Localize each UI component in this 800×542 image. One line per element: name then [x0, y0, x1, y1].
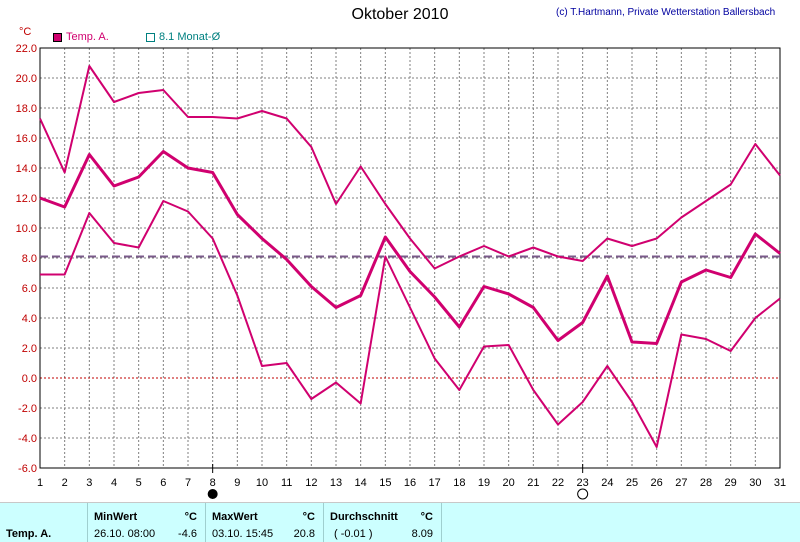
legend-label-mean: 8.1 Monat-Ø	[159, 31, 221, 43]
y-tick-label: 20.0	[16, 73, 37, 85]
x-tick-label: 9	[234, 477, 240, 489]
plot-frame	[39, 47, 781, 469]
stats-avg-cell: Durchschnitt °C ( -0.01 ) 8.09	[324, 503, 442, 542]
x-tick-label: 3	[86, 477, 92, 489]
legend-item-temp[interactable]: Temp. A.	[53, 31, 109, 43]
x-tick-label: 27	[675, 477, 687, 489]
copyright-text: (c) T.Hartmann, Private Wetterstation Ba…	[556, 7, 776, 18]
stats-max-cell: MaxWert °C 03.10. 15:45 20.8	[206, 503, 324, 542]
x-tick-label: 7	[185, 477, 191, 489]
max-header: MaxWert	[212, 511, 258, 523]
min-datetime: 26.10. 08:00	[94, 528, 156, 540]
axes: 22.020.018.016.014.012.010.08.06.04.02.0…	[16, 43, 787, 489]
grid	[40, 47, 781, 468]
moon-markers	[207, 464, 589, 500]
x-tick-label: 31	[774, 477, 786, 489]
legend-item-mean[interactable]: 8.1 Monat-Ø	[146, 31, 220, 43]
avg-delta: ( -0.01 )	[334, 528, 373, 540]
y-tick-label: 0.0	[22, 373, 37, 385]
x-tick-label: 26	[651, 477, 663, 489]
y-tick-label: 18.0	[16, 103, 37, 115]
y-tick-label: -6.0	[18, 463, 37, 475]
x-tick-label: 20	[503, 477, 515, 489]
max-unit: °C	[302, 511, 315, 523]
min-unit: °C	[184, 511, 197, 523]
x-tick-label: 23	[577, 477, 589, 489]
y-axis-unit: °C	[19, 26, 32, 38]
x-tick-label: 21	[527, 477, 539, 489]
max-datetime: 03.10. 15:45	[212, 528, 274, 540]
x-tick-label: 11	[281, 477, 292, 489]
stats-min-cell: MinWert °C 26.10. 08:00 -4.6	[88, 503, 206, 542]
x-tick-label: 2	[62, 477, 68, 489]
x-tick-label: 18	[453, 477, 465, 489]
x-tick-label: 8	[210, 477, 216, 489]
legend-swatch-mean	[146, 32, 155, 42]
x-tick-label: 30	[749, 477, 761, 489]
x-tick-label: 6	[160, 477, 166, 489]
x-tick-label: 16	[404, 477, 416, 489]
series-line-max	[39, 65, 781, 270]
y-tick-label: -4.0	[18, 433, 37, 445]
x-tick-label: 1	[37, 477, 43, 489]
y-tick-label: 6.0	[22, 283, 37, 295]
temperature-chart: 22.020.018.016.014.012.010.08.06.04.02.0…	[16, 43, 787, 500]
x-tick-label: 17	[429, 477, 441, 489]
stats-label-cell: Temp. A.	[0, 503, 88, 542]
x-tick-label: 4	[111, 477, 117, 489]
full-moon-marker	[577, 488, 589, 500]
y-tick-label: 2.0	[22, 343, 37, 355]
max-value: 20.8	[293, 528, 315, 540]
x-tick-label: 5	[136, 477, 142, 489]
legend-label-temp: Temp. A.	[66, 31, 109, 43]
statistics-panel: Temp. A. MinWert °C 26.10. 08:00 -4.6 Ma…	[0, 502, 800, 542]
series-line-min	[40, 200, 781, 448]
stats-row-label: Temp. A.	[6, 528, 52, 540]
min-header: MinWert	[94, 511, 138, 523]
x-tick-label: 22	[552, 477, 564, 489]
avg-value: 8.09	[411, 528, 433, 540]
min-value: -4.6	[178, 528, 197, 540]
x-tick-label: 13	[330, 477, 342, 489]
x-tick-label: 12	[305, 477, 317, 489]
x-tick-label: 19	[478, 477, 490, 489]
x-tick-label: 28	[700, 477, 712, 489]
x-tick-label: 14	[355, 477, 367, 489]
y-tick-label: 12.0	[16, 193, 37, 205]
series-line-temp-a	[39, 150, 781, 345]
y-tick-label: 16.0	[16, 133, 37, 145]
chart-title: Oktober 2010	[351, 6, 449, 23]
avg-header: Durchschnitt	[330, 511, 398, 523]
y-tick-label: 4.0	[22, 313, 37, 325]
y-tick-label: 14.0	[16, 163, 37, 175]
x-tick-label: 10	[256, 477, 268, 489]
series-lines	[39, 65, 781, 448]
x-tick-label: 25	[626, 477, 638, 489]
y-tick-label: 8.0	[22, 253, 37, 265]
x-tick-label: 24	[601, 477, 613, 489]
x-tick-label: 29	[725, 477, 737, 489]
y-tick-label: -2.0	[18, 403, 37, 415]
y-tick-label: 10.0	[16, 223, 37, 235]
y-tick-label: 22.0	[16, 43, 37, 55]
legend-swatch-temp	[53, 32, 62, 42]
x-tick-label: 15	[379, 477, 391, 489]
new-moon-marker	[207, 489, 218, 499]
avg-unit: °C	[420, 511, 433, 523]
